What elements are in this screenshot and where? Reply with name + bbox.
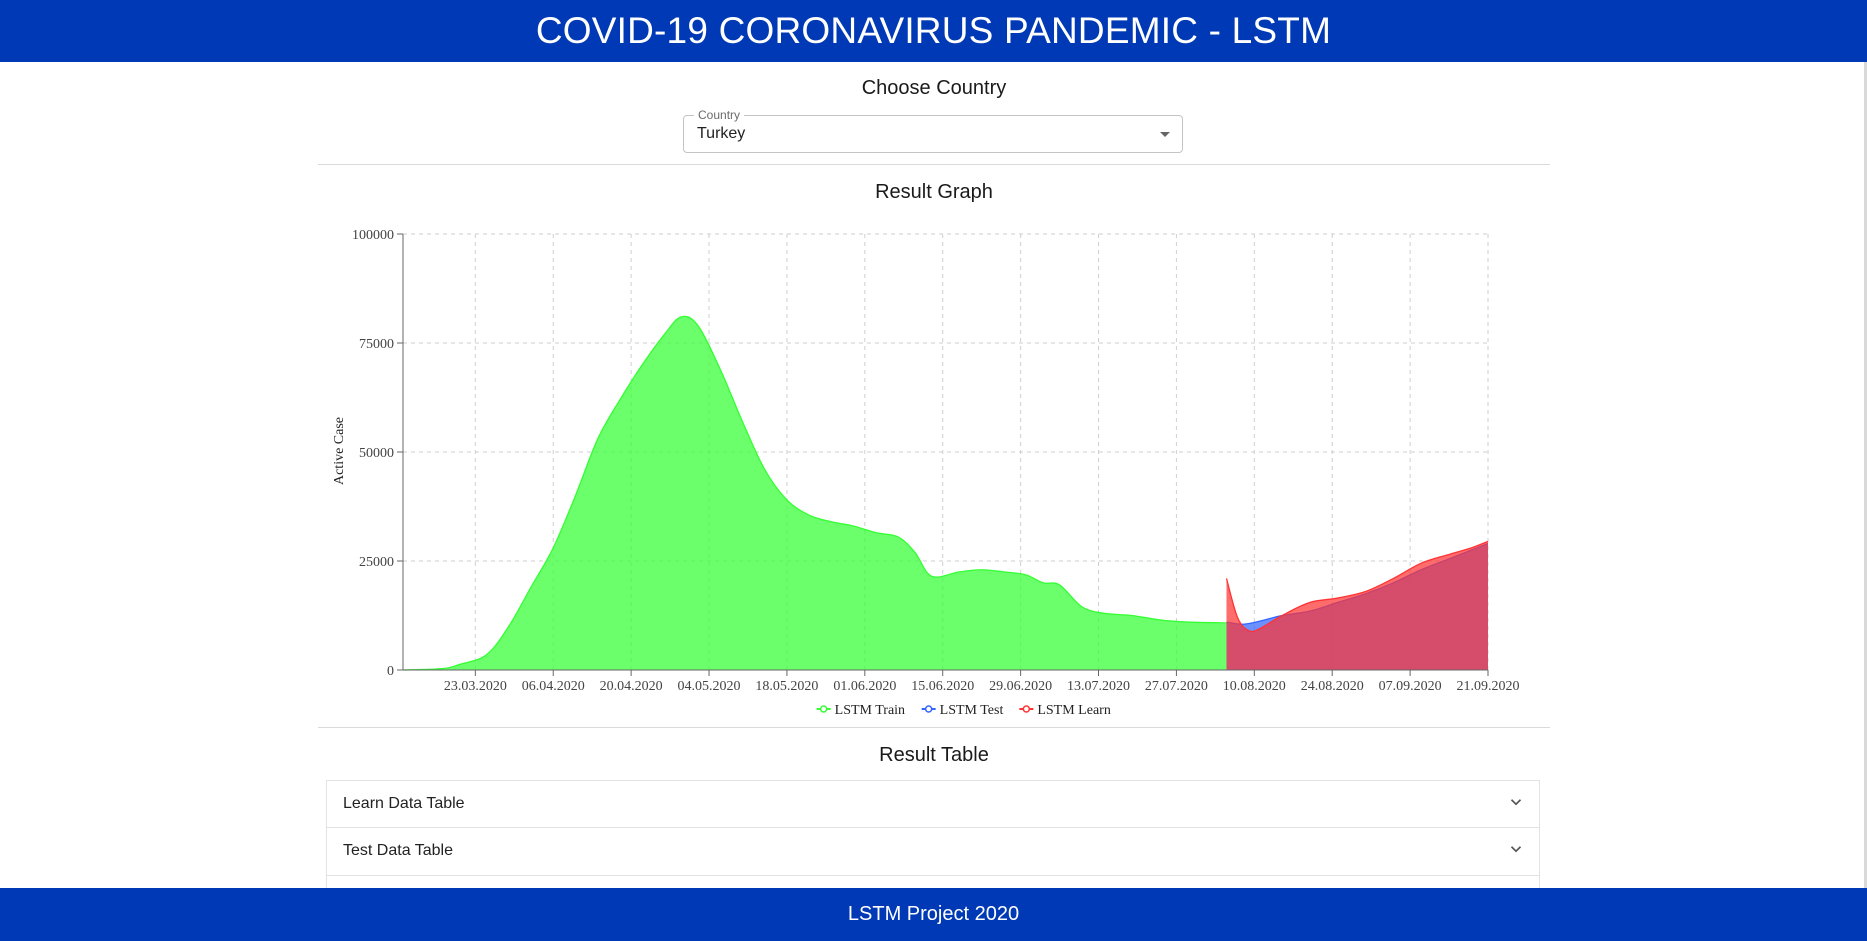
x-tick-label: 13.07.2020 bbox=[1067, 679, 1130, 694]
chevron-down-icon bbox=[1510, 799, 1522, 806]
y-tick-label: 25000 bbox=[359, 555, 394, 570]
x-tick-label: 15.06.2020 bbox=[911, 679, 974, 694]
legend-item-lstm-test: LSTM Test bbox=[921, 703, 1004, 718]
legend-label: LSTM Learn bbox=[1037, 703, 1110, 718]
app-footer: LSTM Project 2020 bbox=[0, 888, 1867, 941]
test-data-table-panel[interactable]: Test Data Table bbox=[326, 828, 1540, 876]
legend-item-lstm-learn: LSTM Learn bbox=[1019, 703, 1111, 718]
y-tick-label: 50000 bbox=[359, 446, 394, 461]
x-tick-label: 07.09.2020 bbox=[1379, 679, 1442, 694]
result-table-title: Result Table bbox=[879, 744, 989, 766]
x-tick-label: 29.06.2020 bbox=[989, 679, 1052, 694]
line-lstm-test bbox=[1226, 542, 1489, 625]
line-lstm-train bbox=[402, 315, 1227, 671]
chart-axes: 0 25000 50000 75000 100000 23.03.2020 06.04.20… bbox=[352, 228, 1520, 694]
caret-down-icon bbox=[1160, 132, 1170, 137]
test-data-table-label: Test Data Table bbox=[343, 842, 453, 859]
legend-marker bbox=[924, 705, 933, 713]
app-header: COVID-19 CORONAVIRUS PANDEMIC - LSTM bbox=[0, 0, 1867, 62]
country-select-value: Turkey bbox=[697, 125, 746, 142]
scrollbar[interactable] bbox=[1864, 62, 1867, 888]
area-lstm-train bbox=[403, 316, 1227, 670]
y-axis-label: Active Case bbox=[332, 417, 347, 485]
area-lstm-test bbox=[1226, 543, 1488, 670]
y-tick-label: 100000 bbox=[352, 228, 394, 243]
line-lstm-learn bbox=[1225, 540, 1489, 633]
legend-label: LSTM Train bbox=[835, 703, 905, 718]
section-divider bbox=[318, 164, 1550, 165]
legend-item-lstm-train: LSTM Train bbox=[816, 703, 905, 718]
x-tick-label: 04.05.2020 bbox=[678, 679, 741, 694]
x-tick-label: 01.06.2020 bbox=[833, 679, 896, 694]
learn-data-table-panel[interactable]: Learn Data Table bbox=[326, 780, 1540, 828]
page-title: COVID-19 CORONAVIRUS PANDEMIC - LSTM bbox=[535, 10, 1332, 51]
y-tick-label: 0 bbox=[387, 664, 394, 679]
area-lstm-learn bbox=[1226, 541, 1488, 670]
x-tick-label: 27.07.2020 bbox=[1145, 679, 1208, 694]
choose-country-title: Choose Country bbox=[861, 77, 1007, 99]
chart-areas bbox=[402, 315, 1489, 671]
result-graph-title: Result Graph bbox=[875, 181, 993, 203]
x-tick-label: 24.08.2020 bbox=[1301, 679, 1364, 694]
chart-grid bbox=[403, 233, 1489, 670]
country-select[interactable]: Country Turkey bbox=[683, 108, 1183, 153]
x-tick-label: 06.04.2020 bbox=[522, 679, 585, 694]
x-tick-label: 20.04.2020 bbox=[600, 679, 663, 694]
x-tick-label: 21.09.2020 bbox=[1457, 679, 1520, 694]
section-divider bbox=[318, 727, 1550, 728]
chevron-down-icon bbox=[1510, 846, 1522, 853]
learn-data-table-label: Learn Data Table bbox=[343, 795, 465, 812]
legend-marker bbox=[1022, 705, 1031, 713]
legend-label: LSTM Test bbox=[940, 703, 1004, 718]
x-tick-label: 23.03.2020 bbox=[444, 679, 507, 694]
chart-legend: LSTM Train LSTM Test LSTM Learn bbox=[816, 703, 1111, 718]
footer-text: LSTM Project 2020 bbox=[847, 903, 1020, 925]
x-tick-label: 18.05.2020 bbox=[755, 679, 818, 694]
country-select-legend: Country bbox=[694, 108, 745, 122]
y-tick-label: 75000 bbox=[359, 337, 394, 352]
x-tick-label: 10.08.2020 bbox=[1223, 679, 1286, 694]
legend-marker bbox=[819, 705, 828, 713]
